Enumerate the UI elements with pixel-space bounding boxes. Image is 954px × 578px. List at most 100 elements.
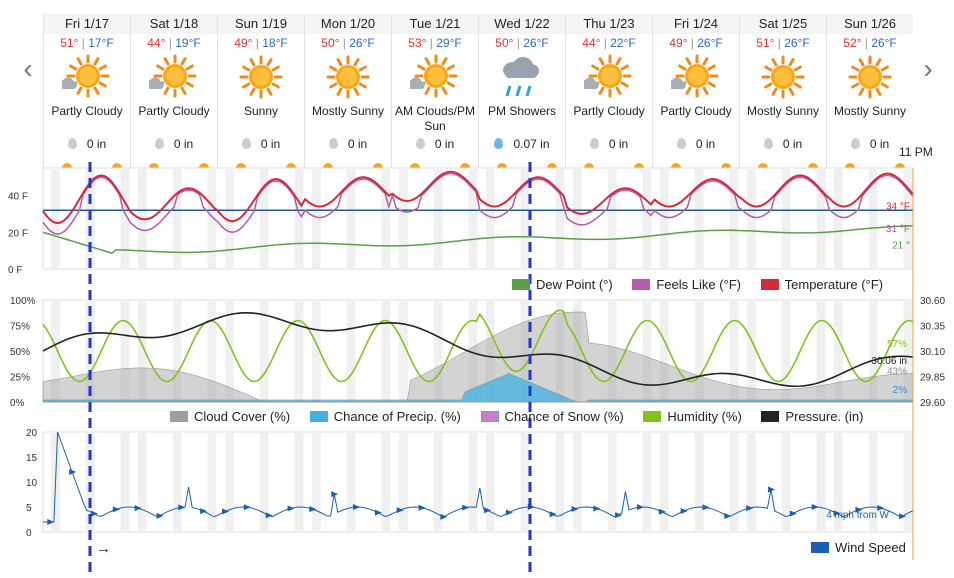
condition-text: Sunny [243, 104, 279, 118]
hour-shade [207, 168, 217, 269]
hour-shade [259, 168, 269, 269]
day-column[interactable]: Sun 1/26 52° | 26°F Mostly Sunny 0 in [826, 14, 913, 168]
next-button[interactable]: › [923, 53, 933, 84]
day-temps: 49° | 26°F [669, 36, 723, 50]
hour-shade [346, 300, 356, 402]
high-temp: 52° [843, 36, 862, 50]
condition-text: AM Clouds/PM Sun [394, 104, 476, 133]
day-temps: 50° | 26°F [495, 36, 549, 50]
hour-shade [555, 432, 565, 532]
pressure-line [42, 311, 914, 388]
hour-shade [660, 432, 669, 532]
legend-humidity[interactable]: Humidity (%) [667, 409, 742, 424]
partly-cloudy-icon [392, 52, 478, 104]
hour-shade [729, 168, 739, 269]
temperature-line [42, 170, 914, 225]
legend-feels[interactable]: Feels Like (°F) [656, 277, 742, 292]
day-column[interactable]: Fri 1/24 49° | 26°F Partly Cloudy 0 in [652, 14, 739, 168]
high-temp: 44° [147, 36, 166, 50]
hour-shade [312, 168, 321, 269]
partly-cloudy-icon [131, 52, 217, 104]
wind-direction-marker [222, 508, 230, 515]
hour-shade [642, 168, 652, 269]
hour-shade [399, 168, 408, 269]
day-name: Mon 1/20 [305, 14, 391, 34]
y2-tick-label: 30.35 [920, 322, 945, 333]
hour-shade [294, 432, 304, 532]
current-dew-label: 21 ° [892, 240, 910, 251]
wind-direction-marker [287, 505, 295, 512]
pressure-swatch [761, 411, 780, 422]
wind-direction-marker [90, 510, 98, 517]
hour-shade [868, 300, 878, 402]
showers-icon [479, 52, 565, 104]
y-tick-label: 40 F [8, 192, 28, 203]
hour-shade [520, 168, 530, 269]
precip-value: 0 in [434, 137, 455, 151]
precip-value: 0 in [608, 137, 629, 151]
high-temp: 49° [669, 36, 688, 50]
legend-temp[interactable]: Temperature (°F) [784, 277, 884, 292]
legend-precip[interactable]: Chance of Precip. (%) [333, 409, 461, 424]
current-feels-label: 31 °F [886, 224, 910, 235]
legend-snow[interactable]: Chance of Snow (%) [504, 409, 624, 424]
high-temp: 51° [60, 36, 79, 50]
cloud-legend: Cloud Cover (%) Chance of Precip. (%) Ch… [170, 409, 863, 424]
panel-background [42, 431, 914, 533]
wind-direction-marker [484, 507, 492, 514]
hour-shade [433, 168, 443, 269]
wind-swatch [811, 542, 829, 553]
legend-pressure[interactable]: Pressure. (in) [785, 409, 864, 424]
wind-direction-marker [396, 507, 404, 514]
day-name: Wed 1/22 [479, 14, 565, 34]
hour-shade [694, 300, 704, 402]
day-column[interactable]: Sun 1/19 49° | 18°F Sunny 0 in [217, 14, 304, 168]
wind-direction-marker [833, 510, 841, 517]
day-name: Thu 1/23 [566, 14, 652, 34]
precip-amount: 0.07 in [479, 136, 565, 152]
wind-direction-marker [265, 512, 273, 519]
hour-shade [781, 432, 791, 532]
hour-shade [294, 300, 304, 402]
precip-amount: 0 in [740, 136, 826, 152]
sun-times [845, 163, 905, 168]
raindrop-icon [494, 138, 504, 149]
hour-shade [138, 300, 147, 402]
precip-amount: 0 in [218, 136, 304, 152]
cloud-swatch [170, 411, 188, 422]
day-column[interactable]: Sat 1/18 44° | 19°F Partly Cloudy 0 in [130, 14, 217, 168]
day-column[interactable]: Mon 1/20 50° | 26°F Mostly Sunny 0 in [304, 14, 391, 168]
low-temp: 18°F [262, 36, 288, 50]
hour-shade [51, 300, 60, 402]
condition-text: PM Showers [487, 104, 557, 118]
legend-dew[interactable]: Dew Point (°) [536, 277, 613, 292]
raindrop-icon [850, 138, 860, 149]
day-column[interactable]: Fri 1/17 51° | 17°F Partly Cloudy 0 in [43, 14, 130, 168]
day-column[interactable]: Tue 1/21 53° | 29°F AM Clouds/PM Sun 0 i… [391, 14, 478, 168]
prev-button[interactable]: ‹ [23, 53, 33, 84]
y-tick-label: 0% [10, 398, 25, 409]
hour-shade [468, 300, 478, 402]
hour-shade [120, 300, 130, 402]
day-column[interactable]: Wed 1/22 50° | 26°F PM Showers 0.07 in [478, 14, 565, 168]
day-column[interactable]: Sat 1/25 51° | 26°F Mostly Sunny 0 in [739, 14, 826, 168]
hour-shade [468, 168, 478, 269]
day-column[interactable]: Thu 1/23 44° | 22°F Partly Cloudy 0 in [565, 14, 652, 168]
high-temp: 44° [582, 36, 601, 50]
precip-value: 0 in [782, 137, 803, 151]
y-tick-label: 75% [10, 322, 30, 333]
wind-direction-marker [462, 504, 470, 511]
wind-direction-marker [636, 504, 644, 511]
high-temp: 49° [234, 36, 253, 50]
wind-direction-marker [702, 504, 710, 511]
hour-shade [573, 300, 582, 402]
sun-times [323, 163, 383, 168]
legend-cloud[interactable]: Cloud Cover (%) [194, 409, 291, 424]
hour-shade [138, 432, 147, 532]
y-tick-label: 15 [26, 453, 38, 464]
humidity-swatch [643, 411, 662, 422]
mostly-sunny-icon [740, 52, 826, 104]
y2-tick-label: 29.85 [920, 373, 945, 384]
legend-wind[interactable]: Wind Speed [835, 540, 906, 555]
